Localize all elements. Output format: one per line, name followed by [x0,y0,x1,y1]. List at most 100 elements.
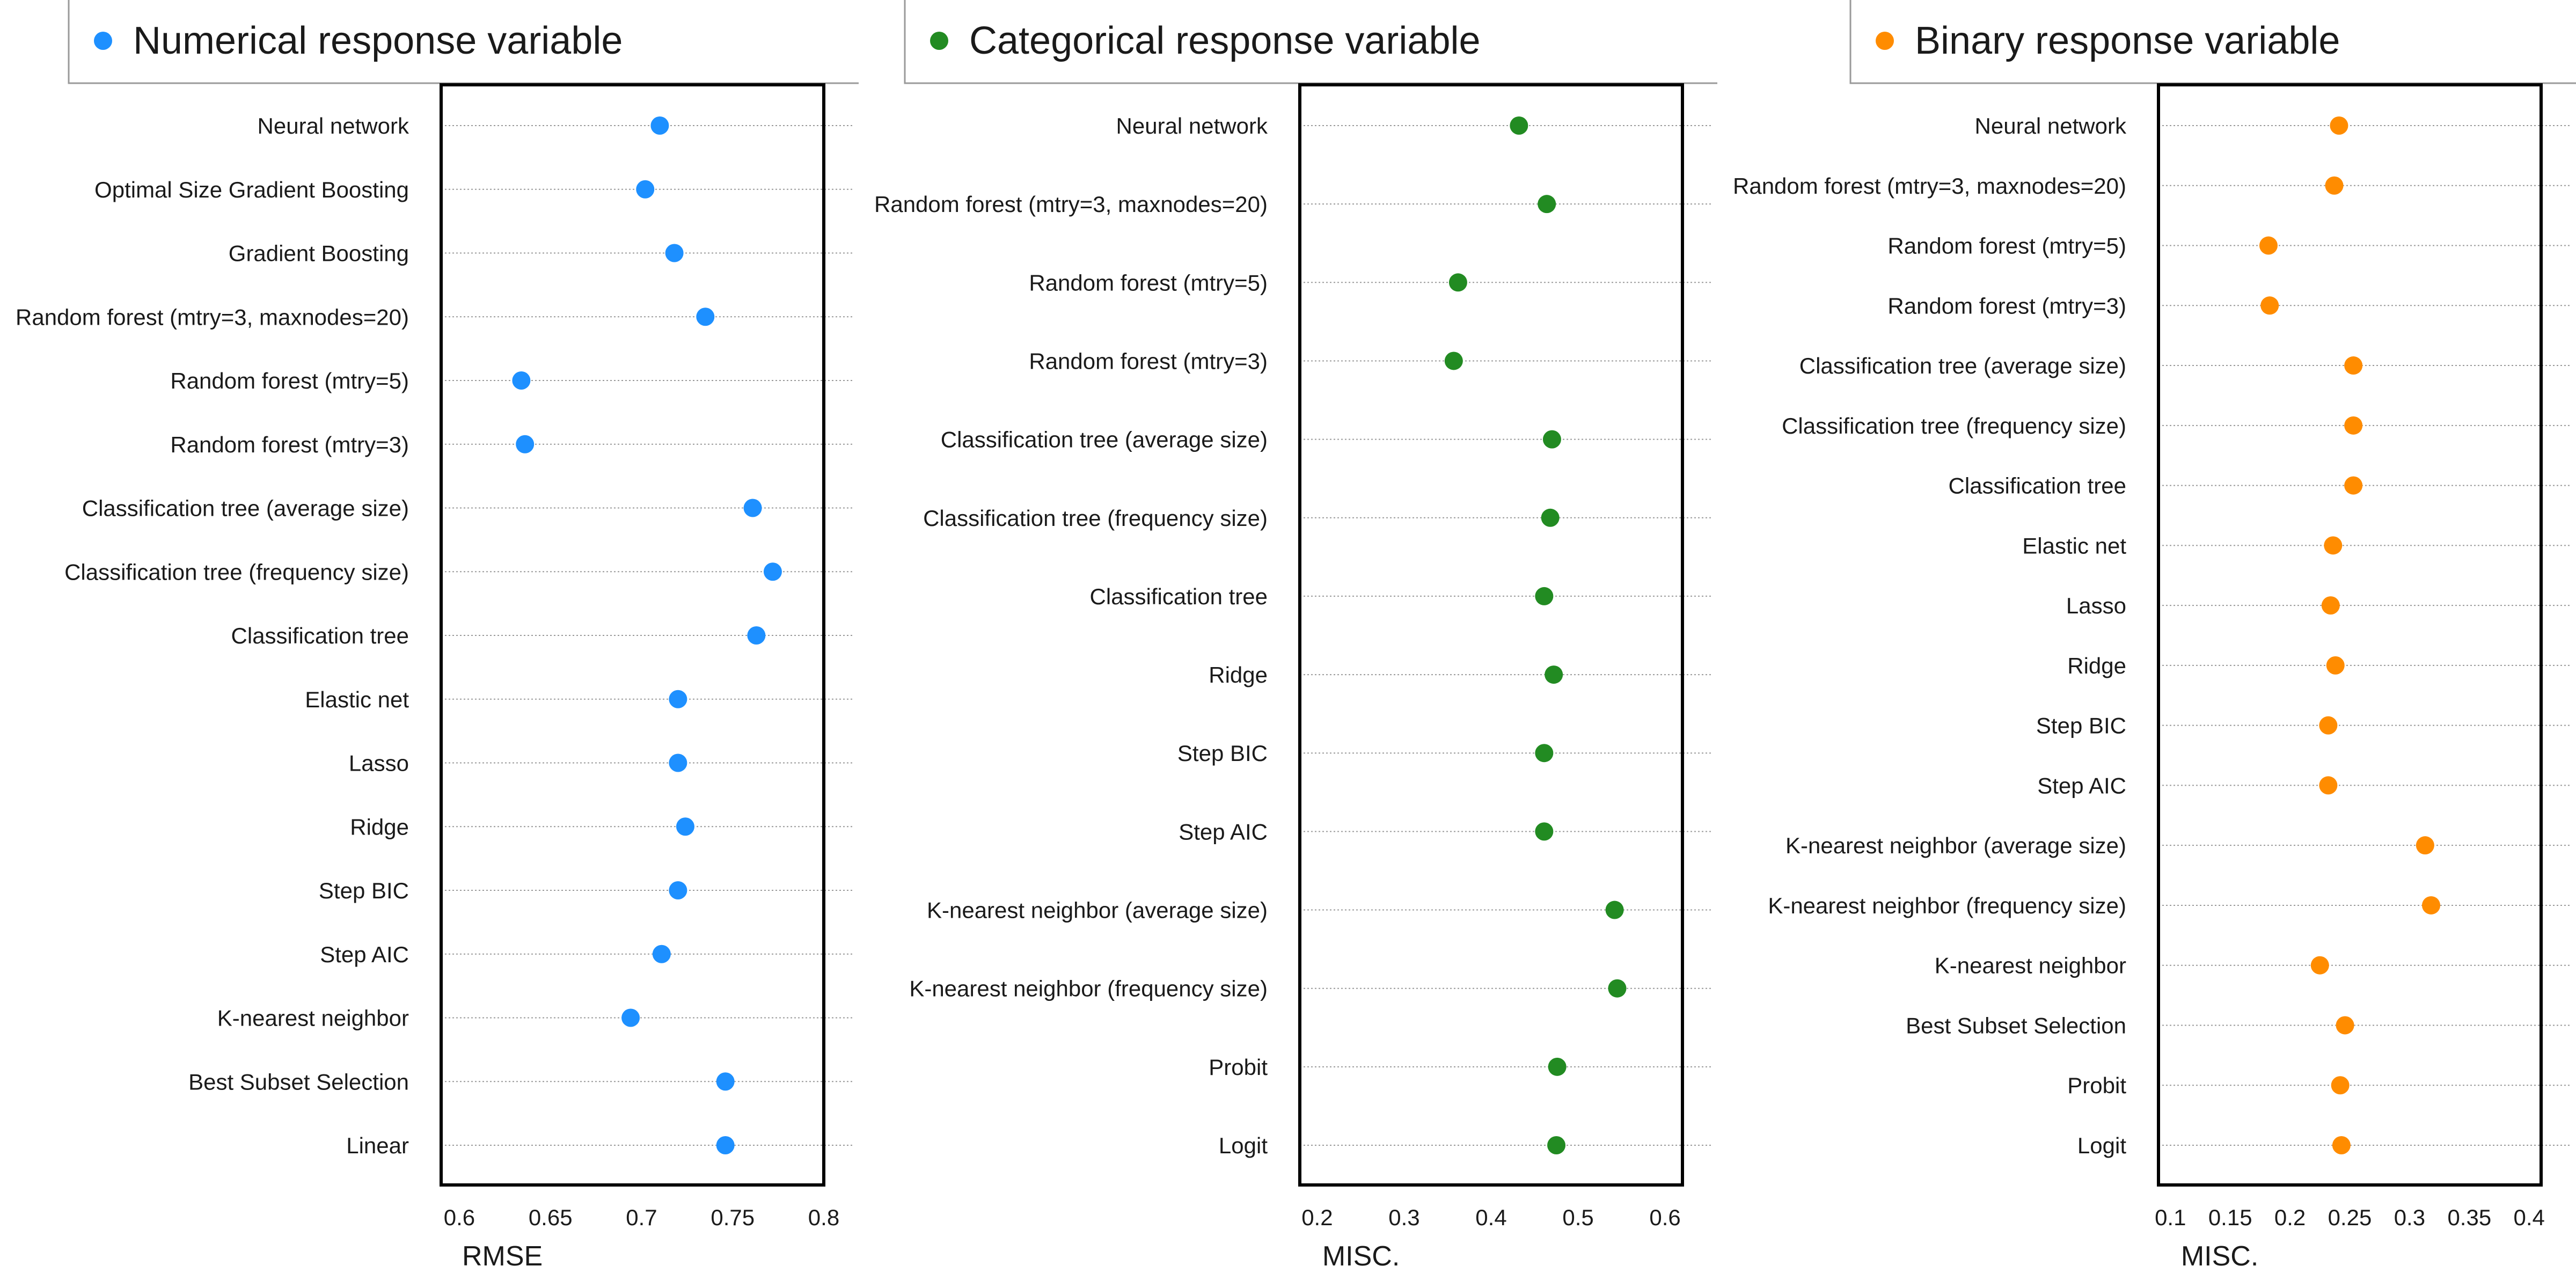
legend-marker [930,32,948,50]
x-tick-label: 0.75 [711,1205,755,1230]
category-label: Step BIC [1177,741,1268,766]
data-point [2331,1076,2350,1095]
data-point [696,308,715,326]
category-label: Random forest (mtry=5) [1887,233,2126,259]
category-label: Step AIC [2037,773,2126,798]
category-label: Random forest (mtry=3) [1029,348,1268,374]
data-point [1542,430,1561,449]
category-label: Step AIC [320,942,409,967]
data-point [652,945,671,963]
data-point [2324,536,2343,555]
category-label: Ridge [350,814,409,839]
category-label: Probit [2067,1073,2126,1098]
category-label: Elastic net [2022,533,2126,558]
data-point [1545,665,1563,684]
data-point [1535,744,1554,763]
category-label: Neural network [258,113,409,138]
x-tick-label: 0.6 [1649,1205,1680,1230]
data-point [2319,716,2338,735]
plot-frame [440,83,825,1187]
data-point [716,1072,735,1091]
chart-panel-2: Categorical response variable Neural netw… [874,0,1717,1272]
x-tick-label: 0.2 [2274,1205,2306,1230]
data-point [1448,273,1467,292]
data-point [743,499,762,517]
data-point [2344,416,2363,435]
data-point [2310,956,2329,975]
category-label: Classification tree (average size) [1799,353,2126,378]
data-point [2321,596,2340,615]
data-point [2326,656,2345,675]
category-label: Linear [346,1133,409,1158]
data-point [747,626,766,645]
data-point [1538,195,1556,214]
category-label: Ridge [1209,662,1268,687]
data-point [512,371,531,390]
x-tick-label: 0.25 [2328,1205,2372,1230]
category-label: Classification tree (average size) [82,496,409,521]
category-label: Elastic net [305,687,409,712]
x-tick-label: 0.3 [1388,1205,1419,1230]
data-point [1535,587,1554,605]
panel-title: Binary response variable [1915,19,2340,62]
data-point [676,817,694,836]
data-point [2344,356,2363,375]
category-label: Best Subset Selection [1906,1013,2126,1038]
x-tick-label: 0.2 [1301,1205,1333,1230]
data-point [1605,901,1624,919]
data-point [669,690,687,708]
x-tick-label: 0.35 [2447,1205,2491,1230]
category-label: Neural network [1975,113,2127,138]
x-tick-label: 0.8 [808,1205,839,1230]
category-label: Random forest (mtry=3, maxnodes=20) [1733,173,2126,199]
data-point [516,435,535,453]
category-label: Random forest (mtry=3) [1887,293,2126,318]
x-axis-title: RMSE [462,1241,543,1272]
data-point [2344,476,2363,495]
category-label: Random forest (mtry=5) [170,368,409,393]
chart-panel-3: Binary response variable Neural network Ra… [1733,0,2576,1272]
data-point [636,180,655,199]
category-label: Classification tree (frequency size) [64,559,409,584]
category-label: Logit [1219,1133,1268,1158]
data-point [1510,116,1528,135]
category-label: Step BIC [2036,713,2126,738]
legend-marker [1876,32,1894,50]
category-label: Classification tree (frequency size) [1782,413,2126,438]
category-label: K-nearest neighbor (average size) [927,898,1268,923]
x-tick-label: 0.6 [444,1205,475,1230]
data-point [2260,296,2279,315]
x-tick-label: 0.1 [2155,1205,2186,1230]
data-point [2332,1136,2351,1154]
category-label: Classification tree [1949,473,2126,499]
category-label: Random forest (mtry=3, maxnodes=20) [16,304,409,330]
data-point [2259,236,2278,255]
x-tick-label: 0.4 [1475,1205,1506,1230]
category-label: Gradient Boosting [229,241,409,266]
x-tick-label: 0.3 [2394,1205,2425,1230]
data-point [2330,116,2348,135]
data-point [2336,1016,2354,1035]
data-point [665,244,684,262]
category-label: Random forest (mtry=5) [1029,270,1268,295]
data-point [1548,1057,1567,1076]
x-tick-label: 0.15 [2208,1205,2252,1230]
plot-frame [1298,83,1684,1187]
category-label: Logit [2077,1133,2126,1158]
chart-panel-1: Numerical response variable Neural networ… [16,0,859,1272]
category-label: Step BIC [319,878,409,903]
data-point [2325,176,2344,195]
x-tick-label: 0.5 [1562,1205,1593,1230]
category-label: Random forest (mtry=3, maxnodes=20) [874,192,1268,217]
category-label: Classification tree (frequency size) [923,506,1268,531]
panel-title: Categorical response variable [969,19,1481,62]
data-point [621,1008,640,1027]
category-label: K-nearest neighbor [217,1006,409,1031]
data-point [650,116,669,135]
data-point [716,1136,735,1154]
category-label: K-nearest neighbor (frequency size) [1768,893,2126,918]
category-label: Optimal Size Gradient Boosting [94,177,409,202]
category-label: K-nearest neighbor (frequency size) [909,976,1268,1001]
x-axis-title: MISC. [1322,1241,1400,1272]
